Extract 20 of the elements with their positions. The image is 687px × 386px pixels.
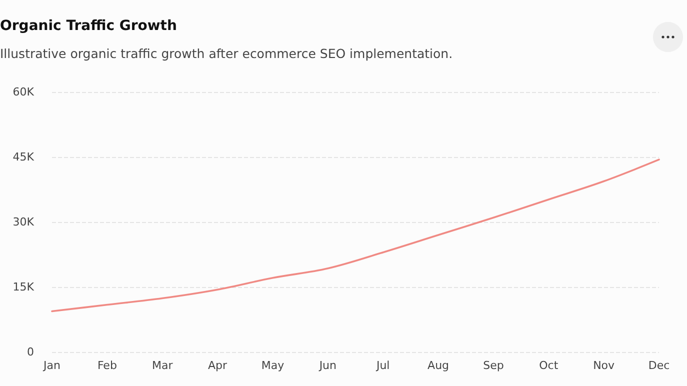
- x-tick-label: Mar: [152, 359, 174, 372]
- x-tick-label: Dec: [648, 359, 670, 372]
- x-tick-label: Oct: [539, 359, 559, 372]
- y-tick-label: 45K: [12, 150, 35, 164]
- x-tick-label: Sep: [483, 359, 504, 372]
- y-tick-label: 15K: [12, 280, 35, 294]
- x-tick-label: Feb: [97, 359, 117, 372]
- chart-title: Organic Traffic Growth: [0, 18, 177, 34]
- x-tick-label: Jan: [42, 359, 60, 372]
- chart-subtitle: Illustrative organic traffic growth after ecommerce SEO implementation.: [0, 46, 453, 61]
- line-series: [51, 158, 660, 312]
- x-tick-label: Jun: [318, 359, 337, 372]
- x-tick-label: Aug: [428, 359, 450, 372]
- y-tick-label: 30K: [12, 216, 35, 228]
- x-tick-label: Nov: [593, 359, 616, 372]
- x-tick-label: Jul: [375, 359, 390, 372]
- x-tick-label: May: [261, 359, 285, 372]
- y-tick-label: 60K: [12, 86, 35, 98]
- y-tick-label: 0: [27, 346, 34, 358]
- x-tick-label: Apr: [208, 359, 228, 372]
